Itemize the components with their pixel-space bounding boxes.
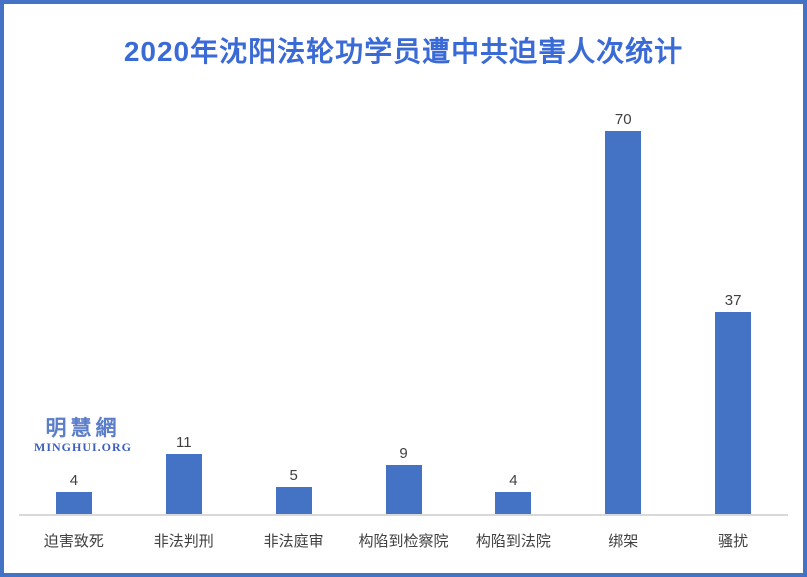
bar [715, 312, 752, 514]
minghui-logo-url: MINGHUI.ORG [34, 440, 132, 455]
category-label: 构陷到检察院 [358, 533, 449, 550]
bar-value-label: 5 [289, 467, 298, 484]
bar [605, 131, 642, 514]
category-label: 构陷到法院 [475, 533, 551, 550]
category-label: 非法判刑 [153, 533, 214, 550]
bar-column: 5 [239, 94, 349, 514]
bar [385, 465, 422, 514]
category-axis: 迫害致死 非法判刑 非法庭审 构陷到检察院 构陷到法院 绑架 骚扰 [19, 533, 788, 551]
bar [275, 487, 312, 514]
bar-value-label: 11 [176, 434, 192, 451]
category-label: 骚扰 [718, 533, 749, 550]
bar-column: 11 [129, 94, 239, 514]
bar [55, 492, 92, 514]
bar-chart-plot-area: 4 11 5 9 4 70 37 [19, 94, 788, 516]
bar-value-label: 9 [399, 445, 408, 462]
bar [165, 454, 202, 514]
category-label: 迫害致死 [43, 533, 104, 550]
bar-column: 9 [349, 94, 459, 514]
bar-value-label: 37 [724, 292, 742, 309]
bar [495, 492, 532, 514]
category-label: 绑架 [608, 533, 639, 550]
bar-value-label: 4 [509, 472, 518, 489]
bar-value-label: 4 [69, 472, 79, 489]
bar-column: 4 [458, 94, 568, 514]
bar-column: 70 [568, 94, 678, 514]
bar-value-label: 70 [614, 111, 632, 128]
category-label: 非法庭审 [263, 533, 324, 550]
minghui-logo: 明慧網 MINGHUI.ORG [34, 416, 132, 454]
bar-column: 4 [19, 94, 129, 514]
minghui-logo-text: 明慧網 [45, 417, 121, 440]
bar-column: 37 [678, 94, 788, 514]
chart-title: 2020年沈阳法轮功学员遭中共迫害人次统计 [123, 36, 684, 67]
